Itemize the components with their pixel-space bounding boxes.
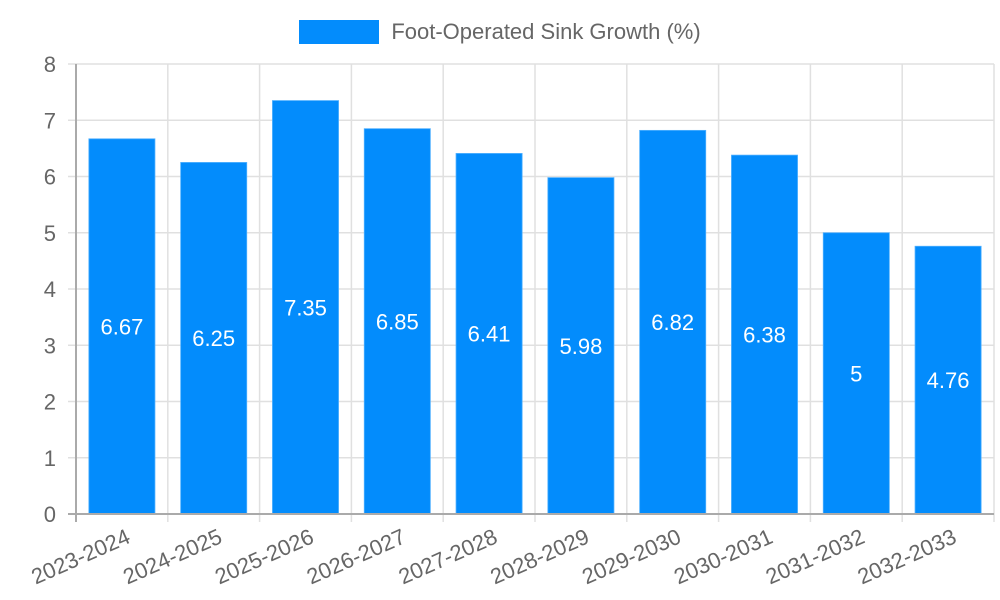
x-tick-label: 2029-2030 [578, 524, 684, 590]
data-label: 6.38 [743, 323, 786, 348]
x-tick-label: 2027-2028 [395, 524, 501, 590]
data-label: 6.41 [468, 322, 511, 347]
chart-legend: Foot-Operated Sink Growth (%) [0, 18, 1000, 46]
y-tick-label: 2 [44, 390, 56, 415]
bar-2029-2030[interactable] [639, 129, 707, 515]
data-label: 7.35 [284, 295, 327, 320]
bar-2030-2031[interactable] [731, 154, 798, 515]
data-label: 6.67 [100, 314, 143, 339]
y-tick-label: 0 [44, 502, 56, 527]
x-tick-label: 2025-2026 [211, 524, 317, 590]
data-label: 5.98 [559, 334, 602, 359]
bars [88, 100, 982, 515]
data-label: 6.25 [192, 326, 235, 351]
data-label: 6.85 [376, 309, 419, 334]
legend-swatch[interactable] [299, 20, 380, 44]
bar-2024-2025[interactable] [180, 162, 248, 515]
axes [68, 64, 994, 522]
y-axis-tick-labels: 0 1 2 3 4 5 6 7 8 [44, 52, 56, 527]
legend-label[interactable]: Foot-Operated Sink Growth (%) [391, 19, 701, 44]
bar-2027-2028[interactable] [455, 153, 523, 515]
x-tick-label: 2026-2027 [303, 524, 409, 590]
y-tick-label: 1 [44, 446, 56, 471]
y-tick-label: 4 [44, 277, 56, 302]
y-tick-label: 5 [44, 221, 56, 246]
x-axis-tick-labels: 2023-20242024-20252025-20262026-20272027… [27, 524, 959, 590]
bar-2028-2029[interactable] [547, 177, 615, 515]
bar-2026-2027[interactable] [363, 128, 431, 515]
x-tick-label: 2023-2024 [27, 524, 133, 590]
x-tick-label: 2032-2033 [854, 524, 960, 590]
bar-2032-2033[interactable] [914, 245, 982, 515]
data-label: 5 [850, 361, 862, 386]
x-tick-label: 2028-2029 [486, 524, 592, 590]
x-tick-label: 2024-2025 [119, 524, 225, 590]
x-tick-label: 2030-2031 [670, 524, 776, 590]
y-tick-label: 6 [44, 165, 56, 190]
y-tick-label: 3 [44, 333, 56, 358]
x-tick-label: 2031-2032 [762, 524, 868, 590]
data-label: 6.82 [651, 310, 694, 335]
bar-2031-2032[interactable] [822, 232, 890, 515]
data-labels: 6.67 6.25 7.35 6.85 6.41 5.98 6.82 6.38 5 4.76 [100, 295, 969, 393]
data-label: 4.76 [927, 368, 970, 393]
y-tick-label: 7 [44, 108, 56, 133]
y-tick-label: 8 [44, 52, 56, 77]
